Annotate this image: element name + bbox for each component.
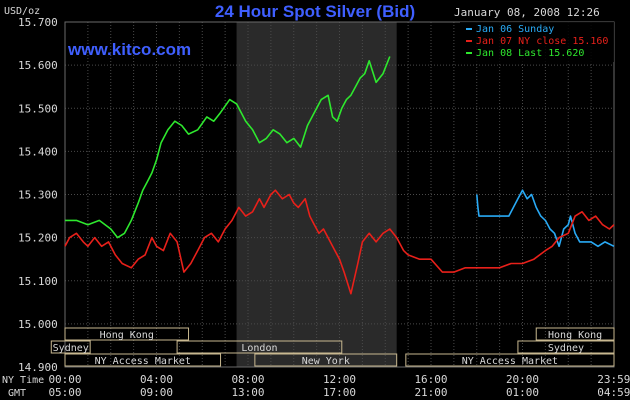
y-tick-label: 15.100 bbox=[18, 275, 58, 288]
market-label: NY Access Market bbox=[462, 356, 558, 367]
series-line-3 bbox=[65, 56, 391, 239]
market-label: Sydney bbox=[548, 343, 584, 354]
market-box bbox=[64, 327, 190, 341]
market-box bbox=[64, 353, 222, 367]
x-row-label-gmt: GMT bbox=[8, 388, 26, 399]
market-box bbox=[405, 353, 615, 367]
units-label: USD/oz bbox=[4, 6, 40, 17]
y-tick-label: 15.000 bbox=[18, 318, 58, 331]
market-sessions: Hong Kong Hong Kong Sydney Sydney London NY A… bbox=[50, 327, 615, 367]
series-line-2 bbox=[64, 189, 615, 295]
market-box bbox=[176, 340, 343, 354]
x-tick-label-ny: 00:00 bbox=[48, 373, 81, 386]
site-watermark: www.kitco.com bbox=[67, 40, 191, 59]
legend-item: Jan 08 Last 15.620 bbox=[476, 48, 584, 59]
x-tick-label-ny: 08:00 bbox=[231, 373, 264, 386]
x-tick-label-gmt: 05:00 bbox=[48, 386, 81, 399]
x-row-label-ny: NY Time bbox=[2, 375, 44, 386]
x-tick-label-gmt: 01:00 bbox=[506, 386, 539, 399]
timestamp-label: January 08, 2008 12:26 bbox=[454, 6, 600, 19]
x-tick-label-gmt: 13:00 bbox=[231, 386, 264, 399]
chart-title: 24 Hour Spot Silver (Bid) bbox=[215, 2, 415, 21]
x-tick-label-ny: 23:59 bbox=[597, 373, 630, 386]
market-label: London bbox=[241, 343, 277, 354]
series-line-1 bbox=[476, 189, 615, 248]
legend-box bbox=[460, 22, 614, 62]
y-tick-label: 15.200 bbox=[18, 232, 58, 245]
market-label: Sydney bbox=[53, 343, 89, 354]
x-tick-label-ny: 12:00 bbox=[323, 373, 356, 386]
y-tick-label: 15.700 bbox=[18, 16, 58, 29]
x-tick-label-gmt: 09:00 bbox=[140, 386, 173, 399]
market-label: NY Access Market bbox=[95, 356, 191, 367]
y-tick-label: 15.400 bbox=[18, 145, 58, 158]
x-tick-label-gmt: 17:00 bbox=[323, 386, 356, 399]
market-box bbox=[254, 353, 398, 367]
market-box bbox=[517, 340, 615, 354]
legend-item: Jan 06 Sunday bbox=[476, 24, 554, 35]
series-lines bbox=[64, 56, 615, 295]
y-tick-label: 15.600 bbox=[18, 59, 58, 72]
market-label: Hong Kong bbox=[548, 330, 602, 341]
x-tick-label-gmt: 04:59 bbox=[597, 386, 630, 399]
x-tick-label-ny: 04:00 bbox=[140, 373, 173, 386]
market-box bbox=[535, 327, 615, 341]
market-label: Hong Kong bbox=[100, 330, 154, 341]
y-tick-label: 15.500 bbox=[18, 102, 58, 115]
market-box bbox=[50, 340, 91, 354]
market-label: New York bbox=[302, 356, 350, 367]
x-tick-label-gmt: 21:00 bbox=[414, 386, 447, 399]
y-tick-label: 15.300 bbox=[18, 189, 58, 202]
legend-item: Jan 07 NY close 15.160 bbox=[476, 36, 608, 47]
plot-frame bbox=[64, 21, 615, 368]
x-tick-label-ny: 16:00 bbox=[414, 373, 447, 386]
y-tick-label: 14.900 bbox=[18, 361, 58, 374]
x-tick-label-ny: 20:00 bbox=[506, 373, 539, 386]
